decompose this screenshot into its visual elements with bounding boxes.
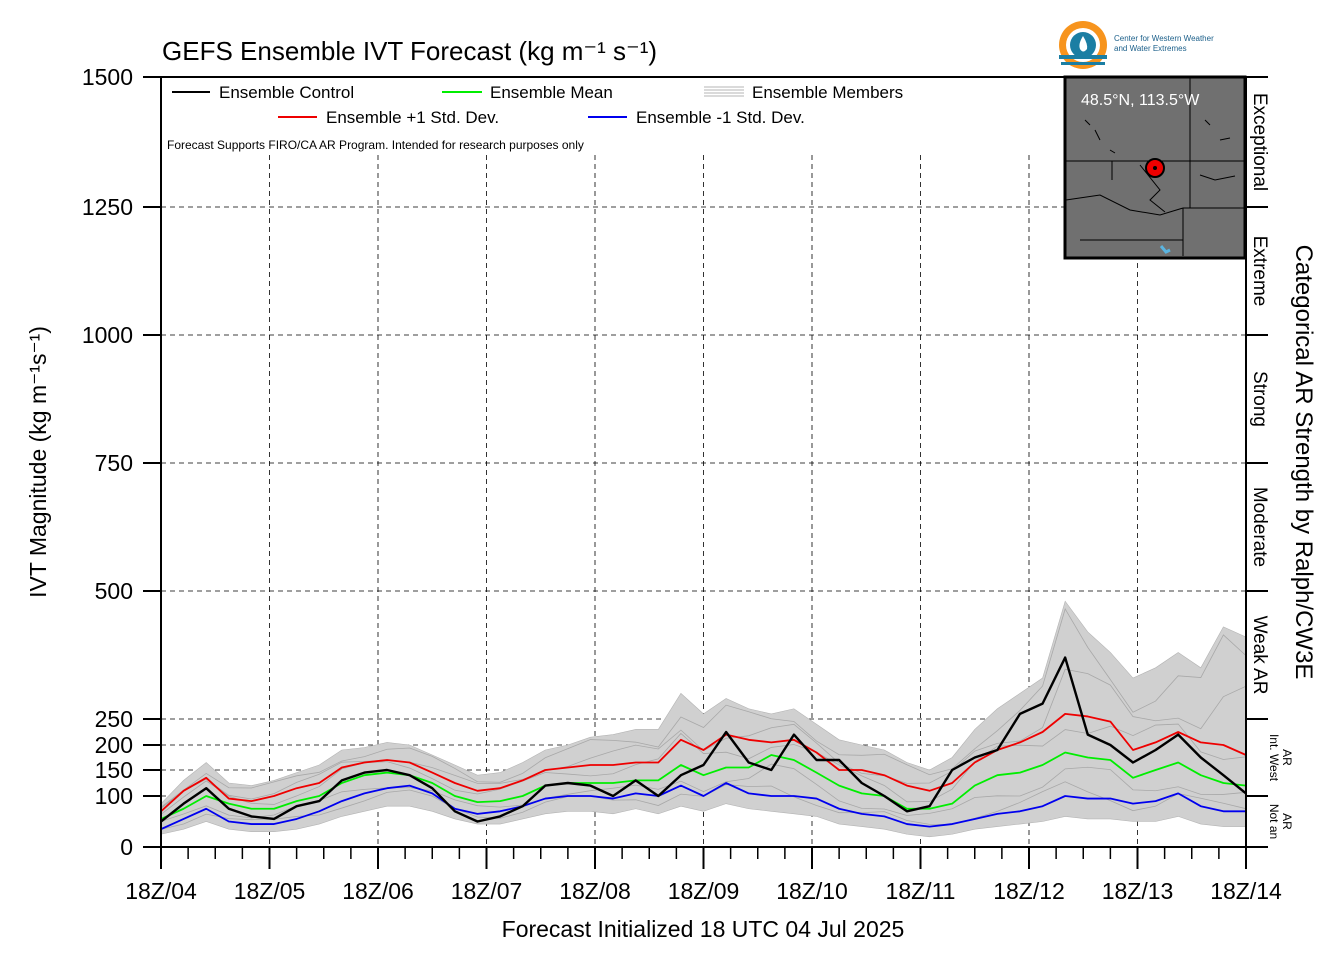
y-tick-label: 100 [95, 783, 133, 809]
research-note: Forecast Supports FIRO/CA AR Program. In… [167, 138, 584, 152]
legend-label-control: Ensemble Control [219, 83, 354, 102]
category-label: Strong [1249, 371, 1270, 427]
y-tick-label: 150 [95, 757, 133, 783]
y-tick-label: 200 [95, 732, 133, 758]
location-label: 48.5°N, 113.5°W [1081, 92, 1200, 109]
y-axis-title: IVT Magnitude (kg m⁻¹s⁻¹) [25, 326, 51, 598]
x-tick-label: 18Z/11 [886, 878, 956, 904]
category-labels: Exceptional Extreme Strong Moderate Weak AR I… [1249, 93, 1294, 839]
y-tick-label: 1500 [82, 64, 133, 90]
series-lines [161, 656, 1246, 830]
legend: Ensemble Control Ensemble Mean Ensemble … [167, 83, 903, 152]
minus-sd-line [161, 782, 1246, 830]
legend-label-mean: Ensemble Mean [490, 83, 613, 102]
y-tick-label: 0 [120, 834, 133, 860]
category-label: Moderate [1249, 487, 1270, 567]
y-tick-label: 500 [95, 578, 133, 604]
x-tick-label: 18Z/07 [451, 878, 523, 904]
legend-swatch-members [704, 86, 744, 97]
x-tick-label: 18Z/08 [559, 878, 631, 904]
member-line [161, 763, 1246, 822]
legend-label-plus-sd: Ensemble +1 Std. Dev. [326, 108, 499, 127]
members-envelope [161, 600, 1246, 838]
category-label: Extreme [1249, 236, 1270, 307]
x-tick-label: 18Z/12 [993, 878, 1065, 904]
category-label: AR [1280, 749, 1294, 766]
location-inset-map: 48.5°N, 113.5°W [1063, 75, 1247, 260]
x-tick-label: 18Z/05 [234, 878, 306, 904]
cw3e-logo: Center for Western Weather and Water Ext… [1059, 21, 1214, 69]
logo-text-line2: and Water Extremes [1114, 44, 1187, 53]
category-label: Int. West [1267, 734, 1281, 782]
category-label: Weak AR [1249, 616, 1270, 695]
x-tick-label: 18Z/13 [1102, 878, 1174, 904]
x-tick-label: 18Z/09 [668, 878, 740, 904]
category-label: Exceptional [1249, 93, 1270, 191]
x-tick-label: 18Z/04 [125, 878, 197, 904]
right-axis-title: Categorical AR Strength by Ralph/CW3E [1290, 245, 1317, 680]
legend-label-members: Ensemble Members [752, 83, 903, 102]
members-spread [161, 600, 1246, 838]
control-line [161, 656, 1246, 823]
y-tick-label: 1250 [82, 194, 133, 220]
category-label: AR [1280, 813, 1294, 830]
x-tick-label: 18Z/10 [776, 878, 848, 904]
y-tick-label: 1000 [82, 322, 133, 348]
x-tick-labels: 18Z/04 18Z/05 18Z/06 18Z/07 18Z/08 18Z/09 18Z/… [125, 878, 1282, 904]
x-axis-title: Forecast Initialized 18 UTC 04 Jul 2025 [502, 916, 905, 942]
logo-text-line1: Center for Western Weather [1114, 34, 1214, 43]
plus-sd-line [161, 712, 1246, 812]
mean-line [161, 751, 1246, 820]
x-tick-label: 18Z/14 [1210, 878, 1282, 904]
category-label: Not an [1267, 804, 1281, 839]
y-tick-label: 750 [95, 450, 133, 476]
member-line [161, 607, 1246, 808]
chart-title: GEFS Ensemble IVT Forecast (kg m⁻¹ s⁻¹) [162, 36, 657, 66]
legend-label-minus-sd: Ensemble -1 Std. Dev. [636, 108, 805, 127]
x-tick-label: 18Z/06 [342, 878, 414, 904]
y-tick-label: 250 [95, 706, 133, 732]
member-line [161, 723, 1246, 815]
